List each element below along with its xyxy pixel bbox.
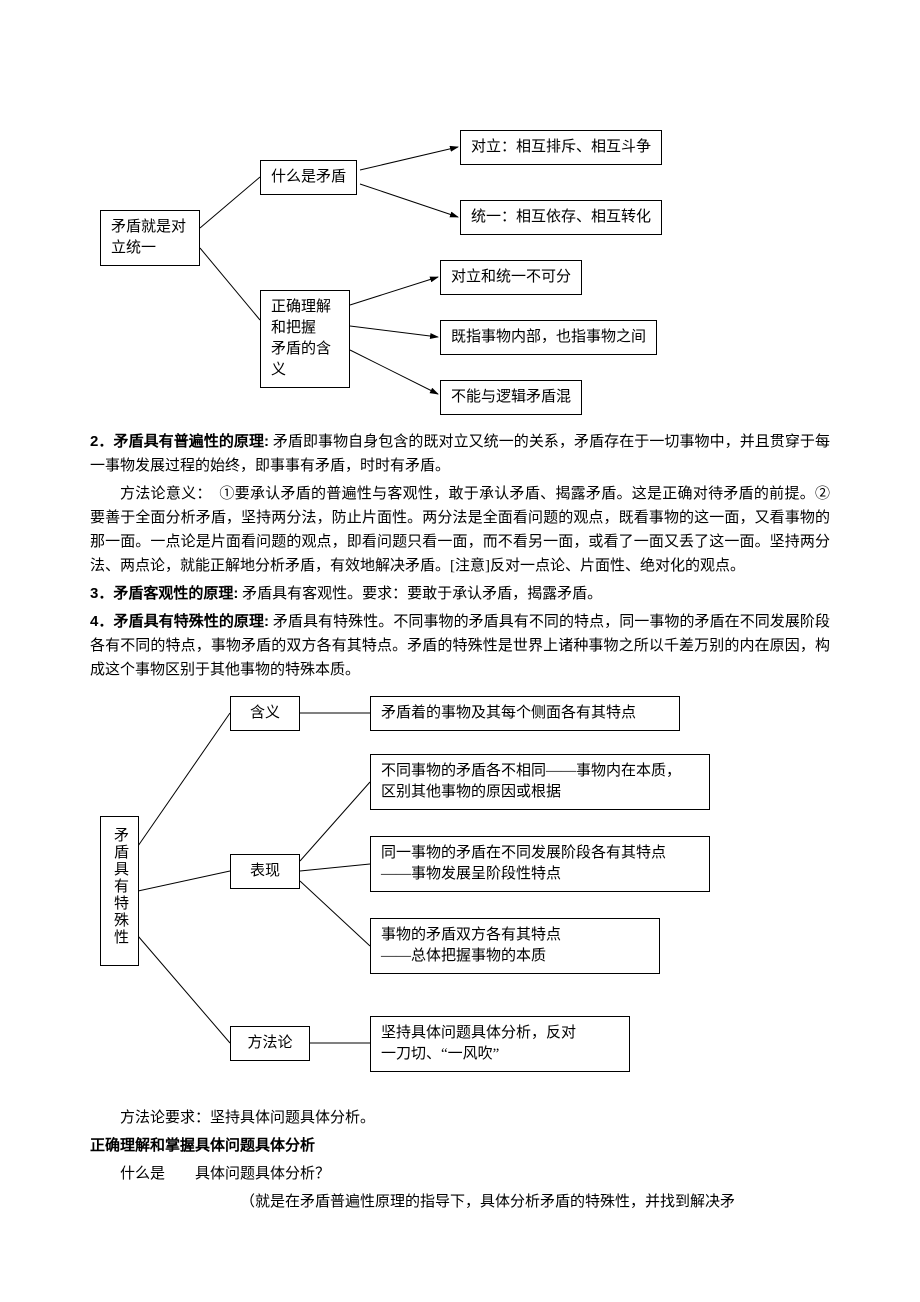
body-text-block: 2．矛盾具有普遍性的原理: 矛盾即事物自身包含的既对立又统一的关系，矛盾存在于一… (90, 430, 830, 682)
d1-leaf-internal-external: 既指事物内部，也指事物之间 (440, 320, 657, 355)
d1-leaf-inseparable: 对立和统一不可分 (440, 260, 582, 295)
section-3: 3．矛盾客观性的原理: 矛盾具有客观性。要求：要敢于承认矛盾，揭露矛盾。 (90, 582, 830, 606)
d1-leaf-not-logical: 不能与逻辑矛盾混 (440, 380, 582, 415)
diagram-contradiction-definition: 矛盾就是对立统一 什么是矛盾 正确理解和把握矛盾的含义 对立：相互排斥、相互斗争… (90, 100, 830, 410)
d2-root: 矛盾具有特殊性 (100, 816, 139, 966)
section-4-head: 4．矛盾具有特殊性的原理: (90, 613, 269, 630)
d1-root: 矛盾就是对立统一 (100, 210, 200, 266)
section-3-head: 3．矛盾客观性的原理: (90, 585, 238, 602)
d2-leaf-different-things: 不同事物的矛盾各不相同——事物内在本质，区别其他事物的原因或根据 (370, 754, 710, 810)
section-2-head: 2．矛盾具有普遍性的原理: (90, 433, 269, 450)
d1-leaf-opposition: 对立：相互排斥、相互斗争 (460, 130, 662, 165)
tail-question: 什么是 具体问题具体分析？ (90, 1162, 830, 1186)
d1-branch-understand: 正确理解和把握矛盾的含义 (260, 290, 350, 388)
section-2-method: 方法论意义： ①要承认矛盾的普遍性与客观性，敢于承认矛盾、揭露矛盾。这是正确对待… (90, 482, 830, 578)
section-3-text: 矛盾具有客观性。要求：要敢于承认矛盾，揭露矛盾。 (242, 586, 602, 602)
tail-block: 方法论要求：坚持具体问题具体分析。 正确理解和掌握具体问题具体分析 什么是 具体… (90, 1106, 830, 1214)
d2-leaf-both-sides: 事物的矛盾双方各有其特点——总体把握事物的本质 (370, 918, 660, 974)
d2-leaf-meaning-text: 矛盾着的事物及其每个侧面各有其特点 (370, 696, 680, 731)
d2-leaf-same-thing-stages: 同一事物的矛盾在不同发展阶段各有其特点——事物发展呈阶段性特点 (370, 836, 710, 892)
tail-method-requirement: 方法论要求：坚持具体问题具体分析。 (90, 1106, 830, 1130)
section-2: 2．矛盾具有普遍性的原理: 矛盾即事物自身包含的既对立又统一的关系，矛盾存在于一… (90, 430, 830, 478)
section-4: 4．矛盾具有特殊性的原理: 矛盾具有特殊性。不同事物的矛盾具有不同的特点，同一事… (90, 610, 830, 682)
d2-leaf-methodology-text: 坚持具体问题具体分析，反对一刀切、“一风吹” (370, 1016, 630, 1072)
d2-branch-methodology: 方法论 (230, 1026, 310, 1061)
tail-answer-fragment: （就是在矛盾普遍性原理的指导下，具体分析矛盾的特殊性，并找到解决矛 (90, 1190, 830, 1214)
d2-branch-manifestation: 表现 (230, 854, 300, 889)
d2-branch-meaning: 含义 (230, 696, 300, 731)
tail-heading: 正确理解和掌握具体问题具体分析 (90, 1134, 830, 1158)
d1-branch-what: 什么是矛盾 (260, 160, 357, 195)
d1-leaf-unity: 统一：相互依存、相互转化 (460, 200, 662, 235)
diagram-contradiction-particularity: 矛盾具有特殊性 含义 表现 方法论 矛盾着的事物及其每个侧面各有其特点 不同事物… (90, 696, 830, 1086)
